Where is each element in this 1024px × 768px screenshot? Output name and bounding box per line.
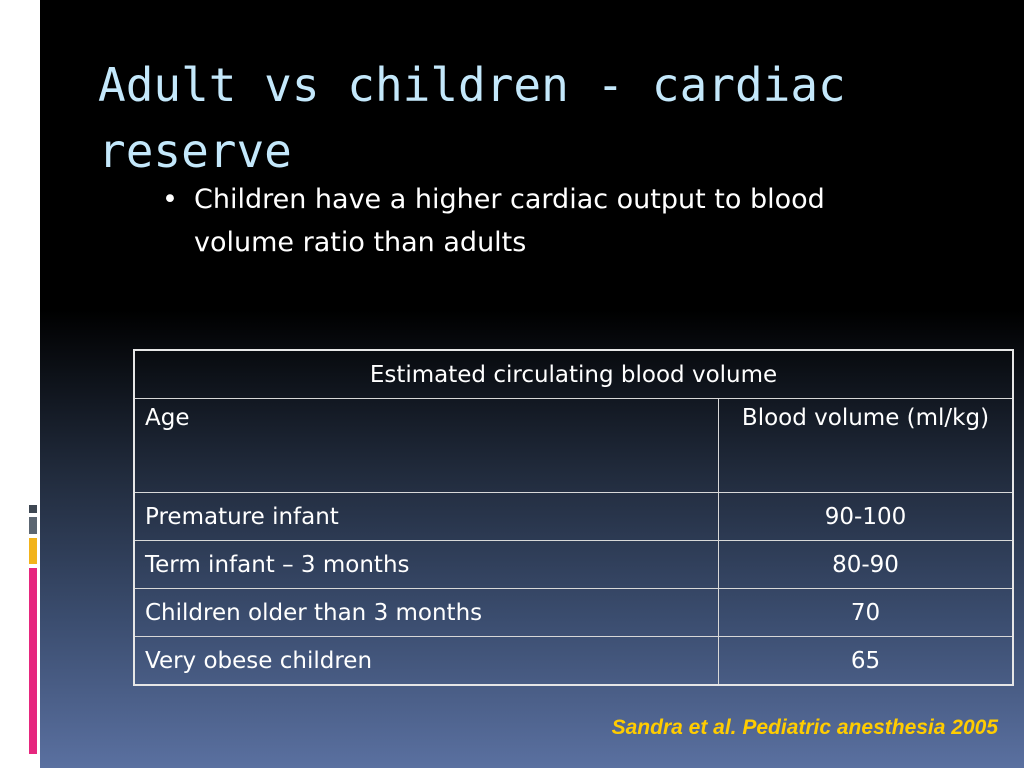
- table-row: Children older than 3 months 70: [133, 588, 1014, 637]
- blood-volume-table: Estimated circulating blood volume Age B…: [133, 349, 1014, 686]
- age-cell: Children older than 3 months: [133, 588, 719, 637]
- slide: Adult vs children - cardiac reserve • Ch…: [40, 0, 1024, 768]
- table-caption: Estimated circulating blood volume: [133, 349, 1014, 399]
- table-caption-row: Estimated circulating blood volume: [133, 349, 1014, 399]
- volume-cell: 70: [718, 588, 1014, 637]
- accent-mark-gray: [29, 517, 37, 534]
- accent-mark-pink: [29, 568, 37, 754]
- slide-title: Adult vs children - cardiac reserve: [98, 58, 846, 178]
- table-row: Term infant – 3 months 80-90: [133, 540, 1014, 589]
- age-cell: Very obese children: [133, 636, 719, 686]
- table-header-row: Age Blood volume (ml/kg): [133, 398, 1014, 493]
- citation: Sandra et al. Pediatric anesthesia 2005: [611, 716, 998, 739]
- accent-mark-gray: [29, 505, 37, 513]
- bullet-item: • Children have a higher cardiac output …: [158, 178, 918, 264]
- accent-mark-yellow: [29, 538, 37, 564]
- bullet-list: • Children have a higher cardiac output …: [158, 178, 918, 264]
- age-cell: Term infant – 3 months: [133, 540, 719, 589]
- bullet-dot-icon: •: [162, 184, 178, 215]
- bullet-text: Children have a higher cardiac output to…: [194, 184, 825, 258]
- table-row: Very obese children 65: [133, 636, 1014, 686]
- header-age: Age: [133, 398, 719, 493]
- volume-cell: 65: [718, 636, 1014, 686]
- decorative-vertical-bars: [61, 0, 77, 160]
- header-blood-volume: Blood volume (ml/kg): [718, 398, 1014, 493]
- table-row: Premature infant 90-100: [133, 492, 1014, 541]
- age-cell: Premature infant: [133, 492, 719, 541]
- volume-cell: 90-100: [718, 492, 1014, 541]
- volume-cell: 80-90: [718, 540, 1014, 589]
